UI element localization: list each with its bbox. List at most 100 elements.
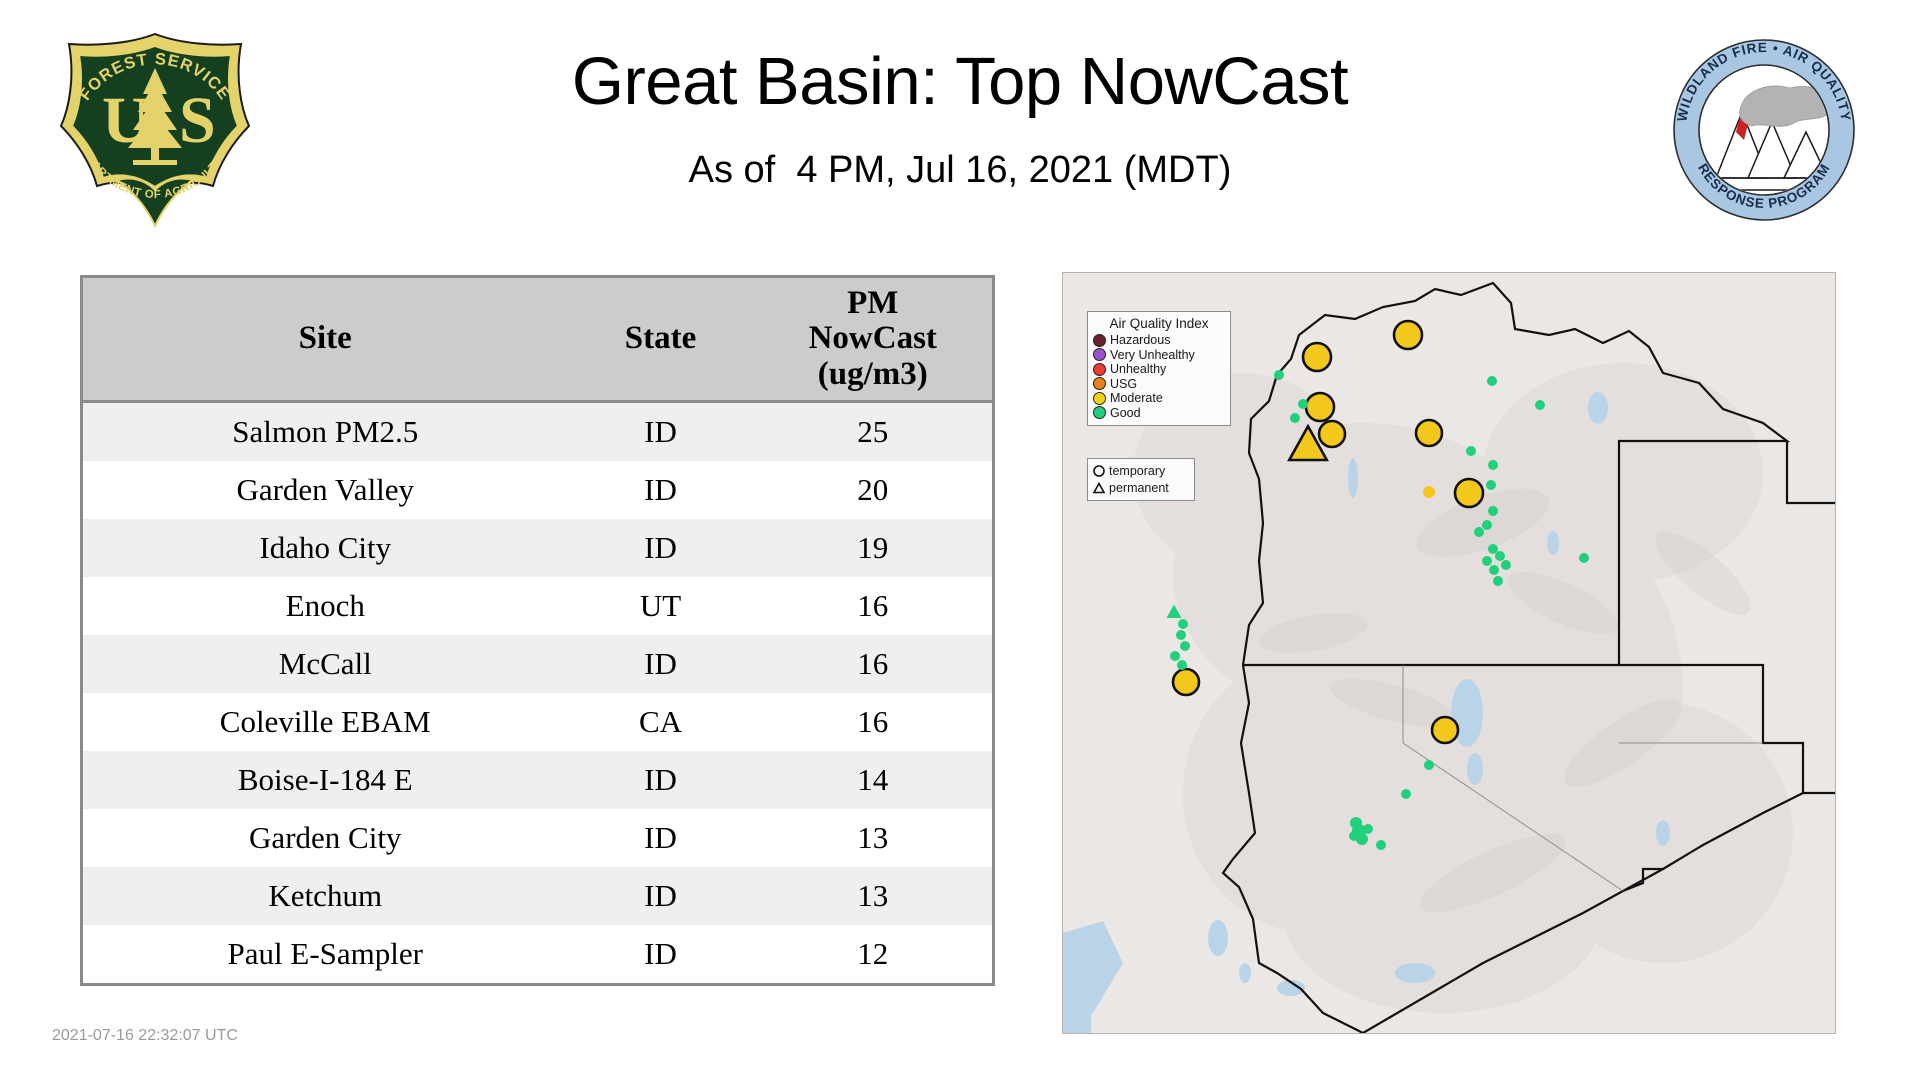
table-row: Paul E-Sampler ID 12 — [81, 925, 994, 985]
monitor-marker[interactable] — [1488, 506, 1498, 516]
legend-color-swatch-icon — [1093, 391, 1106, 405]
table-body: Salmon PM2.5 ID 25 Garden Valley ID 20 Idaho C… — [81, 401, 994, 985]
monitor-marker[interactable] — [1489, 565, 1499, 575]
pm-value-cell: 14 — [753, 751, 994, 809]
monitor-marker[interactable] — [1274, 370, 1284, 380]
legend-row-usg: USG — [1093, 377, 1225, 392]
pm-header-line2: NowCast — [808, 320, 937, 357]
wildland-fire-air-quality-logo: WILDLAND FIRE • AIR QUALITY RESPONSE PRO… — [1672, 38, 1856, 222]
state-cell: ID — [567, 635, 754, 693]
legend-label: USG — [1110, 376, 1138, 391]
temporary-circle-icon — [1092, 464, 1106, 478]
monitor-marker[interactable] — [1363, 824, 1373, 834]
monitor-marker[interactable] — [1501, 560, 1511, 570]
monitor-marker[interactable] — [1376, 840, 1386, 850]
legend-row-good: Good — [1093, 406, 1225, 421]
monitor-marker[interactable] — [1453, 477, 1485, 509]
monitor-marker[interactable] — [1493, 576, 1503, 586]
state-cell: ID — [567, 401, 754, 461]
monitor-marker[interactable] — [1166, 604, 1182, 619]
site-cell: Garden City — [81, 809, 568, 867]
monitor-marker[interactable] — [1482, 520, 1492, 530]
site-cell: Ketchum — [81, 867, 568, 925]
site-type-legend: temporary permanent — [1087, 458, 1195, 501]
monitor-marker[interactable] — [1401, 789, 1411, 799]
pm-value-cell: 20 — [753, 461, 994, 519]
monitor-marker[interactable] — [1298, 399, 1308, 409]
great-basin-map[interactable]: Air Quality Index Hazardous Very Unhealth… — [1062, 272, 1836, 1034]
pm-value-cell: 12 — [753, 925, 994, 985]
page-header: U S FOREST SERVICE DEPARTMENT OF AGRICUL… — [0, 0, 1920, 262]
pm-value-cell: 13 — [753, 867, 994, 925]
monitor-marker[interactable] — [1178, 619, 1188, 629]
table-row: Enoch UT 16 — [81, 577, 994, 635]
nowcast-table-container: Site State PM NowCast (ug/m3) Salmon PM2… — [80, 275, 995, 986]
nowcast-table: Site State PM NowCast (ug/m3) Salmon PM2… — [80, 275, 995, 986]
monitor-marker[interactable] — [1474, 527, 1484, 537]
monitor-marker[interactable] — [1414, 418, 1444, 448]
monitor-marker[interactable] — [1423, 486, 1435, 498]
legend-label: Unhealthy — [1110, 362, 1167, 377]
monitor-marker[interactable] — [1349, 831, 1359, 841]
monitor-marker[interactable] — [1424, 760, 1434, 770]
monitor-marker[interactable] — [1466, 446, 1476, 456]
monitor-marker[interactable] — [1177, 660, 1187, 670]
state-cell: ID — [567, 751, 754, 809]
pm-value-cell: 16 — [753, 577, 994, 635]
legend-row-moderate: Moderate — [1093, 391, 1225, 406]
lakes — [1208, 392, 1670, 996]
permanent-triangle-icon — [1092, 481, 1106, 495]
monitor-marker[interactable] — [1290, 413, 1300, 423]
air-quality-index-legend: Air Quality Index Hazardous Very Unhealth… — [1087, 311, 1231, 426]
state-cell: ID — [567, 461, 754, 519]
monitor-marker[interactable] — [1176, 630, 1186, 640]
page-subtitle: As of 4 PM, Jul 16, 2021 (MDT) — [688, 149, 1232, 191]
monitor-marker[interactable] — [1180, 641, 1190, 651]
table-row: Boise-I-184 E ID 14 — [81, 751, 994, 809]
monitor-marker[interactable] — [1301, 341, 1333, 373]
state-cell: ID — [567, 925, 754, 985]
table-row: Garden Valley ID 20 — [81, 461, 994, 519]
monitor-marker[interactable] — [1430, 715, 1460, 745]
monitor-marker[interactable] — [1535, 400, 1545, 410]
monitor-marker[interactable] — [1488, 544, 1498, 554]
legend-color-swatch-icon — [1093, 406, 1106, 420]
legend-label: Very Unhealthy — [1110, 347, 1195, 362]
monitor-marker[interactable] — [1287, 423, 1329, 462]
monitor-marker[interactable] — [1486, 480, 1496, 490]
pm-value-cell: 25 — [753, 401, 994, 461]
site-cell: Salmon PM2.5 — [81, 401, 568, 461]
legend-row-unhealthy: Unhealthy — [1093, 362, 1225, 377]
site-cell: Enoch — [81, 577, 568, 635]
state-cell: ID — [567, 519, 754, 577]
legend-color-swatch-icon — [1093, 333, 1106, 347]
site-cell: Idaho City — [81, 519, 568, 577]
legend-color-swatch-icon — [1093, 348, 1106, 362]
monitor-marker[interactable] — [1392, 319, 1424, 351]
monitor-marker[interactable] — [1488, 460, 1498, 470]
legend-color-swatch-icon — [1093, 362, 1106, 376]
monitor-marker[interactable] — [1317, 419, 1347, 449]
usda-forest-service-logo: U S FOREST SERVICE DEPARTMENT OF AGRICUL… — [51, 21, 255, 235]
svg-text:S: S — [179, 84, 216, 157]
monitor-marker[interactable] — [1304, 391, 1336, 423]
monitor-marker[interactable] — [1482, 556, 1492, 566]
table-row: McCall ID 16 — [81, 635, 994, 693]
site-cell: McCall — [81, 635, 568, 693]
monitor-marker[interactable] — [1487, 376, 1497, 386]
legend-label: Good — [1110, 405, 1141, 420]
monitor-marker[interactable] — [1495, 551, 1505, 561]
site-cell: Paul E-Sampler — [81, 925, 568, 985]
pm-header-line3: (ug/m3) — [817, 355, 928, 392]
monitor-marker[interactable] — [1170, 651, 1180, 661]
legend-row-very-unhealthy: Very Unhealthy — [1093, 348, 1225, 363]
legend-items: Hazardous Very Unhealthy Unhealthy USG Moder… — [1093, 333, 1225, 420]
legend-label: Hazardous — [1110, 333, 1171, 348]
column-header-site: Site — [81, 276, 568, 403]
pm-value-cell: 16 — [753, 693, 994, 751]
monitor-marker[interactable] — [1171, 667, 1201, 697]
table-row: Coleville EBAM CA 16 — [81, 693, 994, 751]
state-cell: CA — [567, 693, 754, 751]
table-row: Ketchum ID 13 — [81, 867, 994, 925]
monitor-marker[interactable] — [1579, 553, 1589, 563]
